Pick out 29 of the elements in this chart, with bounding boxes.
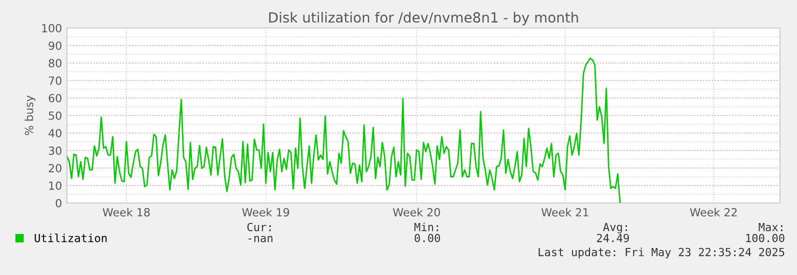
y-axis-title: % busy	[24, 96, 36, 136]
y-tick-label: 30	[48, 146, 62, 155]
y-tick-label: 20	[48, 164, 62, 172]
text: Max:	[758, 222, 782, 232]
x-tick-label: Week 21	[542, 208, 588, 216]
text: Cur:	[247, 222, 271, 232]
line-series	[67, 58, 621, 203]
text: 24.49	[597, 234, 629, 242]
x-tick-label: Week 22	[690, 208, 737, 216]
y-tick-label: 80	[48, 58, 62, 68]
text: Avg:	[603, 222, 627, 234]
x-tick-label: Week 18	[102, 208, 150, 216]
y-tick-label: 40	[48, 128, 62, 138]
y-tick-label: 70	[48, 76, 62, 85]
text: Last update: Fri May 23 22:35:24 2025	[538, 248, 784, 258]
x-tick-label: Week 20	[392, 208, 440, 216]
y-tick-label: 10	[49, 181, 62, 190]
x-tick-label: Week 19	[242, 208, 290, 216]
chart-title: Disk utilization for /dev/nvme8n1 - by month	[269, 12, 578, 26]
legend-label: Utilization	[34, 234, 107, 242]
y-tick-label: 60	[48, 94, 62, 102]
text: 100.00	[746, 234, 784, 242]
y-tick-label: 0	[56, 198, 62, 208]
text: 0.00	[414, 234, 440, 242]
y-tick-label: 90	[48, 41, 62, 50]
text: Min:	[414, 222, 438, 232]
y-tick-label: 50	[48, 111, 62, 120]
y-tick-label: 100	[42, 24, 62, 32]
text: -nan	[248, 236, 272, 242]
